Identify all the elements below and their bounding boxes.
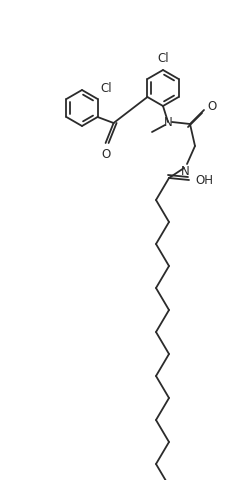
Text: O: O — [101, 148, 110, 161]
Text: Cl: Cl — [100, 82, 112, 95]
Text: N: N — [180, 165, 190, 178]
Text: OH: OH — [195, 175, 213, 188]
Text: O: O — [207, 100, 216, 113]
Text: N: N — [164, 116, 172, 129]
Text: Cl: Cl — [157, 52, 169, 65]
